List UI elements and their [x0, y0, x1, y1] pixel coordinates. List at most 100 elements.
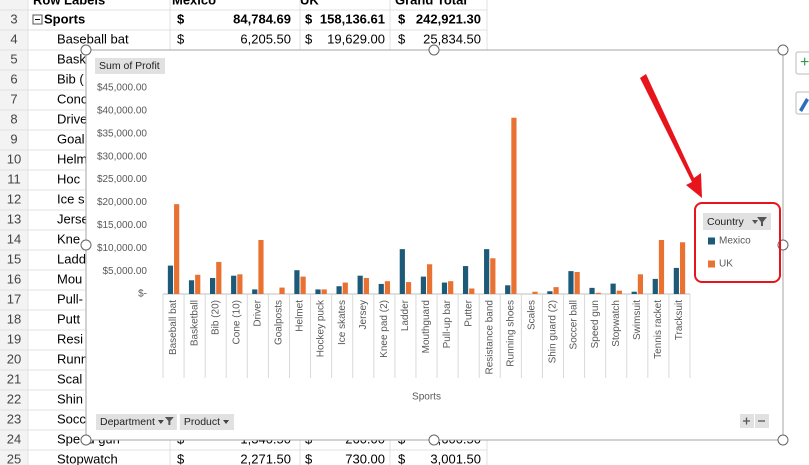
row-number: 22 [7, 391, 21, 406]
row-number: 21 [7, 371, 21, 386]
row-number: 14 [7, 231, 21, 246]
annotation-arrow [640, 74, 702, 198]
bar [505, 285, 511, 294]
row-number: 8 [10, 111, 17, 126]
row-number: 10 [7, 151, 21, 166]
header-cell: Mexico [172, 0, 216, 7]
bar [195, 274, 201, 294]
row-number: 15 [7, 251, 21, 266]
bar [595, 292, 601, 294]
filter-field-button[interactable] [179, 414, 235, 430]
row-number: 18 [7, 311, 21, 326]
value-cell: 84,784.69 [233, 11, 291, 26]
bar [420, 276, 426, 294]
row-label: Stopwatch [57, 451, 118, 465]
value-cell: 2,271.50 [240, 451, 291, 465]
x-tick-label: Knee pad (2) [379, 300, 390, 358]
x-axis-title: Sports [412, 392, 441, 403]
row-number: 13 [7, 211, 21, 226]
header-cell: Row Labels [33, 0, 105, 7]
value-cell: $ [305, 11, 313, 26]
bar [679, 242, 686, 294]
resize-handle[interactable] [80, 239, 92, 251]
resize-handle[interactable] [777, 434, 789, 446]
row-number: 24 [7, 431, 21, 446]
y-tick-label: $40,000.00 [97, 106, 147, 117]
x-tick-label: Shin guard (2) [548, 300, 559, 363]
field-button[interactable] [95, 58, 165, 74]
y-tick-label: $20,000.00 [97, 197, 147, 208]
bar [448, 281, 454, 294]
bar [631, 291, 637, 294]
row-label: Putt [57, 311, 81, 326]
chart-styles-button[interactable] [795, 91, 809, 115]
filter-field-button[interactable] [96, 414, 177, 430]
bar [484, 249, 490, 294]
row-label: Baske [57, 51, 93, 66]
bar [652, 278, 658, 294]
x-tick-label: Hockey puck [316, 299, 327, 357]
row-label: Conc [57, 91, 88, 106]
y-tick-label: $25,000.00 [97, 174, 147, 185]
value-cell: $ [177, 11, 185, 26]
y-tick-label: $- [138, 289, 147, 300]
row-label: Runn [57, 351, 88, 366]
row-number: 17 [7, 291, 21, 306]
bar [378, 283, 384, 294]
filter-field-label: Department [100, 416, 155, 428]
row-label: Shin [57, 391, 83, 406]
value-cell: 3,001.50 [430, 451, 481, 465]
bar [315, 289, 321, 294]
x-tick-label: Scales [527, 300, 538, 330]
resize-handle[interactable] [80, 434, 92, 446]
plus-icon: + [800, 54, 809, 71]
bar [547, 291, 553, 294]
dropdown-arrow [223, 420, 230, 424]
row-number: 3 [10, 11, 17, 26]
pivot-chart[interactable]: Sum of Profit $- $5,000.00 $10,000.00 $15,00… [80, 44, 789, 446]
row-label: Scal [57, 371, 82, 386]
legend-field-button[interactable] [703, 213, 771, 230]
bar [469, 288, 475, 294]
bar [231, 275, 237, 294]
resize-handle[interactable] [80, 44, 92, 56]
resize-handle[interactable] [428, 44, 440, 56]
value-cell: $ [305, 451, 313, 465]
bar [357, 275, 363, 294]
x-tick-label: Ice skates [337, 300, 348, 345]
bar [490, 258, 496, 294]
button-glyph [743, 417, 750, 425]
value-cell: $ [398, 11, 406, 26]
value-cell: 19,629.00 [327, 31, 385, 46]
bar [574, 272, 580, 294]
value-cell: $ [398, 31, 406, 46]
bar [336, 286, 342, 294]
dropdown-arrow [157, 420, 164, 424]
row-number: 11 [7, 171, 21, 186]
x-tick-label: Putter [463, 299, 474, 326]
chart-elements-button[interactable] [795, 51, 809, 75]
legend-swatch [708, 260, 715, 268]
bar [300, 276, 306, 294]
bar [532, 291, 538, 294]
x-tick-label: Baseball bat [168, 300, 179, 355]
bar [342, 282, 348, 294]
resize-handle[interactable] [777, 44, 789, 56]
resize-handle[interactable] [428, 434, 440, 446]
chart-area[interactable] [85, 49, 784, 441]
x-tick-label: Helmet [295, 300, 306, 332]
bar [321, 289, 327, 294]
row-label: Pull- [57, 291, 83, 306]
bar [258, 239, 264, 294]
bar [616, 290, 622, 294]
legend-label: Mexico [719, 236, 751, 247]
legend-swatch [708, 237, 715, 245]
value-cell: $ [305, 31, 313, 46]
bar [427, 264, 433, 294]
legend-label: UK [719, 259, 733, 270]
row-label: Helm [57, 151, 87, 166]
value-cell: $ [177, 451, 185, 465]
bar [216, 261, 222, 294]
value-cell: $ [398, 451, 406, 465]
